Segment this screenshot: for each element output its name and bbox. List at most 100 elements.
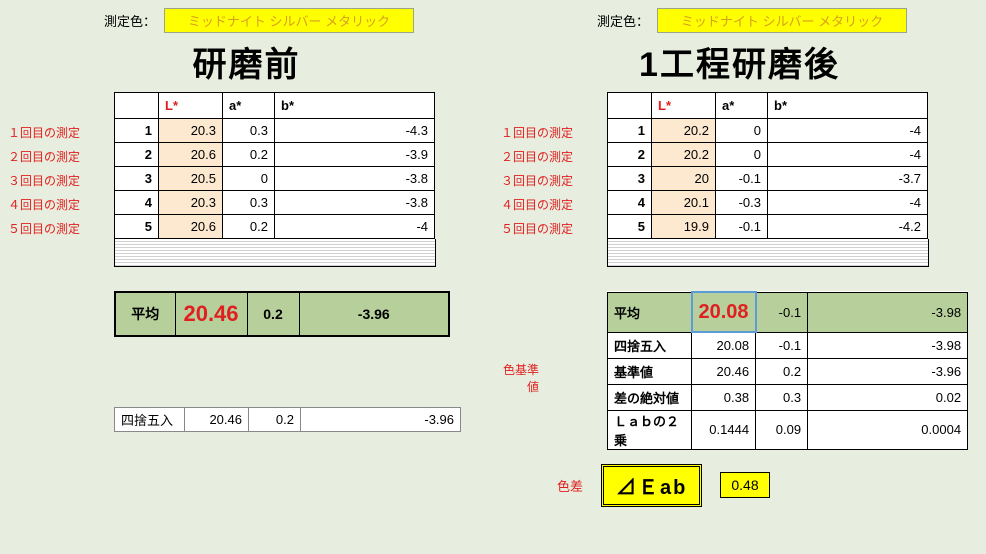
th-a: a* [223, 93, 275, 119]
cell-b[interactable]: -3.7 [768, 167, 928, 191]
row-labels-right: １回目の測定 ２回目の測定 ３回目の測定 ４回目の測定 ５回目の測定 [497, 92, 607, 267]
table-left-wrap: L* a* b* 120.30.3-4.3 220.60.2-3.9 320.5… [114, 92, 436, 267]
cell-b[interactable]: -4.3 [275, 119, 435, 143]
cell-idx[interactable]: 3 [608, 167, 652, 191]
calc-a[interactable]: 0.2 [756, 358, 808, 384]
calc-b[interactable]: 0.0004 [808, 410, 968, 449]
th-L: L* [652, 93, 716, 119]
row-label: ２回目の測定 [497, 144, 607, 168]
cell-L[interactable]: 20.6 [159, 143, 223, 167]
cell-b[interactable]: -4 [768, 119, 928, 143]
cell-a[interactable]: 0 [716, 143, 768, 167]
eab-side-label: 色差 [557, 476, 583, 495]
round-a[interactable]: 0.2 [249, 408, 301, 432]
round-L[interactable]: 20.46 [185, 408, 249, 432]
cell-L[interactable]: 20.3 [159, 191, 223, 215]
panel-after: 測定色： ミッドナイト シルバー メタリック 1工程研磨後 １回目の測定 ２回目… [497, 8, 982, 507]
calc-b[interactable]: 0.02 [808, 384, 968, 410]
cell-idx[interactable]: 2 [115, 143, 159, 167]
th-b: b* [275, 93, 435, 119]
cell-a[interactable]: 0.3 [223, 191, 275, 215]
avg2-L[interactable]: 20.08 [692, 292, 756, 332]
table-right-wrap: L* a* b* 120.20-4 220.20-4 320-0.1-3.7 4… [607, 92, 929, 267]
cell-idx[interactable]: 4 [115, 191, 159, 215]
color-label-left: 測定色： [104, 11, 156, 30]
th-blank [115, 93, 159, 119]
calc-a[interactable]: -0.1 [756, 332, 808, 358]
calc-h[interactable]: 差の絶対値 [608, 384, 692, 410]
calc-h[interactable]: Ｌａｂの２乗 [608, 410, 692, 449]
cell-L[interactable]: 20.6 [159, 215, 223, 239]
color-name-right: ミッドナイト シルバー メタリック [657, 8, 907, 33]
row-label: ３回目の測定 [497, 168, 607, 192]
th-L: L* [159, 93, 223, 119]
cell-idx[interactable]: 3 [115, 167, 159, 191]
color-label-right: 測定色： [597, 11, 649, 30]
cell-b[interactable]: -3.8 [275, 191, 435, 215]
cell-a[interactable]: 0.3 [223, 119, 275, 143]
th-a: a* [716, 93, 768, 119]
cell-idx[interactable]: 5 [608, 215, 652, 239]
cell-a[interactable]: -0.1 [716, 215, 768, 239]
std-label: 色基準値 [497, 361, 547, 395]
row-label: ５回目の測定 [4, 216, 114, 240]
cell-a[interactable]: 0 [716, 119, 768, 143]
calc-a[interactable]: 0.3 [756, 384, 808, 410]
calc-b[interactable]: -3.96 [808, 358, 968, 384]
cell-idx[interactable]: 2 [608, 143, 652, 167]
title-after: 1工程研磨後 [497, 37, 982, 86]
cell-b[interactable]: -3.8 [275, 167, 435, 191]
calc-L[interactable]: 20.46 [692, 358, 756, 384]
avg-L: 20.46 [175, 292, 247, 336]
cell-a[interactable]: 0.2 [223, 143, 275, 167]
table-right: L* a* b* 120.20-4 220.20-4 320-0.1-3.7 4… [607, 92, 928, 239]
cell-L[interactable]: 20.2 [652, 143, 716, 167]
row-label: ４回目の測定 [497, 192, 607, 216]
cell-idx[interactable]: 1 [115, 119, 159, 143]
calc-L[interactable]: 0.38 [692, 384, 756, 410]
avg2-a: -0.1 [756, 292, 808, 332]
cell-b[interactable]: -4 [768, 143, 928, 167]
avg-table-left: 平均 20.46 0.2 -3.96 [114, 291, 450, 337]
round-b[interactable]: -3.96 [301, 408, 461, 432]
calc-L[interactable]: 20.08 [692, 332, 756, 358]
avg-label: 平均 [115, 292, 175, 336]
avg-a: 0.2 [247, 292, 299, 336]
cell-b[interactable]: -3.9 [275, 143, 435, 167]
cell-a[interactable]: -0.3 [716, 191, 768, 215]
calc-h[interactable]: 四捨五入 [608, 332, 692, 358]
cell-b[interactable]: -4 [275, 215, 435, 239]
cell-idx[interactable]: 4 [608, 191, 652, 215]
cell-idx[interactable]: 5 [115, 215, 159, 239]
title-before: 研磨前 [4, 37, 489, 86]
calc-h[interactable]: 基準値 [608, 358, 692, 384]
hatch-area [114, 239, 436, 267]
cell-L[interactable]: 19.9 [652, 215, 716, 239]
row-label: ５回目の測定 [497, 216, 607, 240]
cell-L[interactable]: 20.5 [159, 167, 223, 191]
round-label[interactable]: 四捨五入 [115, 408, 185, 432]
cell-a[interactable]: 0 [223, 167, 275, 191]
row-label: １回目の測定 [497, 120, 607, 144]
row-label: ３回目の測定 [4, 168, 114, 192]
cell-a[interactable]: -0.1 [716, 167, 768, 191]
calc-b[interactable]: -3.98 [808, 332, 968, 358]
avg2-b: -3.98 [808, 292, 968, 332]
hatch-area [607, 239, 929, 267]
row-labels-left: １回目の測定 ２回目の測定 ３回目の測定 ４回目の測定 ５回目の測定 [4, 92, 114, 267]
cell-b[interactable]: -4 [768, 191, 928, 215]
panel-before: 測定色： ミッドナイト シルバー メタリック 研磨前 １回目の測定 ２回目の測定… [4, 8, 489, 507]
cell-a[interactable]: 0.2 [223, 215, 275, 239]
calc-table-right: 平均 20.08 -0.1 -3.98 四捨五入20.08-0.1-3.98 基… [607, 291, 968, 450]
th-blank [608, 93, 652, 119]
calc-L[interactable]: 0.1444 [692, 410, 756, 449]
cell-L[interactable]: 20 [652, 167, 716, 191]
cell-idx[interactable]: 1 [608, 119, 652, 143]
cell-L[interactable]: 20.1 [652, 191, 716, 215]
cell-L[interactable]: 20.2 [652, 119, 716, 143]
avg-b: -3.96 [299, 292, 449, 336]
cell-b[interactable]: -4.2 [768, 215, 928, 239]
cell-L[interactable]: 20.3 [159, 119, 223, 143]
avg2-label: 平均 [608, 292, 692, 332]
calc-a[interactable]: 0.09 [756, 410, 808, 449]
